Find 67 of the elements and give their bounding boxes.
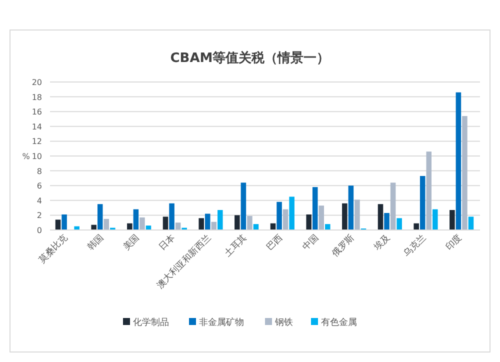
bar bbox=[378, 204, 384, 230]
bar bbox=[234, 215, 240, 230]
y-tick-label: 12 bbox=[32, 137, 42, 146]
bar bbox=[91, 224, 96, 230]
bar bbox=[169, 203, 174, 230]
y-tick-label: 4 bbox=[36, 196, 42, 206]
y-tick-label: 10 bbox=[32, 152, 42, 161]
bar bbox=[104, 218, 110, 230]
bar bbox=[55, 220, 61, 230]
bar bbox=[133, 209, 139, 230]
y-tick-label: 2 bbox=[36, 211, 42, 220]
x-tick-label: 乌克兰 bbox=[402, 232, 428, 260]
bar bbox=[162, 216, 168, 230]
bar bbox=[198, 218, 204, 230]
bar bbox=[342, 203, 348, 230]
bar bbox=[318, 206, 324, 230]
bar bbox=[450, 210, 455, 230]
bar bbox=[420, 176, 426, 230]
y-tick-label: 18 bbox=[32, 92, 42, 102]
bar bbox=[140, 217, 145, 230]
bar bbox=[468, 216, 474, 230]
bar bbox=[456, 92, 462, 230]
bar bbox=[204, 214, 210, 230]
bar bbox=[276, 202, 282, 230]
bar bbox=[348, 186, 354, 230]
bar bbox=[462, 116, 468, 230]
x-tick-label: 莫桑比克 bbox=[36, 232, 70, 266]
legend-label: 非金属矿物 bbox=[199, 317, 244, 328]
bar bbox=[354, 200, 360, 230]
x-tick-label: 韩国 bbox=[85, 232, 106, 253]
bar bbox=[97, 204, 103, 230]
y-tick-label: 0 bbox=[36, 226, 42, 235]
bar bbox=[325, 224, 330, 230]
y-tick-label: 6 bbox=[36, 182, 42, 191]
y-tick-label: 20 bbox=[32, 78, 42, 87]
bar bbox=[384, 212, 390, 230]
bar bbox=[175, 222, 181, 230]
legend-label: 化学制品 bbox=[133, 317, 169, 328]
bar bbox=[306, 214, 312, 230]
y-axis-title: % bbox=[22, 152, 30, 161]
bar bbox=[426, 152, 432, 230]
x-tick-label: 印度 bbox=[444, 232, 464, 253]
x-tick-label: 日本 bbox=[157, 232, 178, 253]
bar bbox=[282, 209, 288, 230]
x-tick-label: 埃及 bbox=[371, 232, 393, 254]
bar bbox=[218, 210, 223, 230]
bar bbox=[414, 223, 419, 230]
legend-label: 钢铁 bbox=[274, 317, 293, 328]
y-tick-label: 16 bbox=[32, 108, 42, 117]
legend-label: 有色金属 bbox=[321, 317, 357, 328]
bar bbox=[396, 218, 402, 230]
x-tick-label: 美国 bbox=[121, 232, 142, 253]
x-tick-label: 巴西 bbox=[265, 233, 286, 253]
bar bbox=[312, 187, 318, 230]
x-tick-label: 土耳其 bbox=[222, 232, 250, 260]
bar bbox=[432, 209, 438, 230]
bar bbox=[390, 182, 396, 230]
bar bbox=[240, 182, 246, 230]
bar bbox=[289, 196, 294, 230]
chart-title: CBAM等值关税（情景一） bbox=[170, 50, 330, 66]
x-tick-label: 中国 bbox=[300, 232, 321, 253]
x-tick-label: 俄罗斯 bbox=[330, 232, 357, 260]
y-tick-label: 14 bbox=[32, 122, 42, 132]
y-tick-label: 8 bbox=[36, 166, 42, 176]
bar bbox=[247, 216, 252, 230]
bar bbox=[62, 214, 67, 230]
bar bbox=[127, 223, 132, 230]
